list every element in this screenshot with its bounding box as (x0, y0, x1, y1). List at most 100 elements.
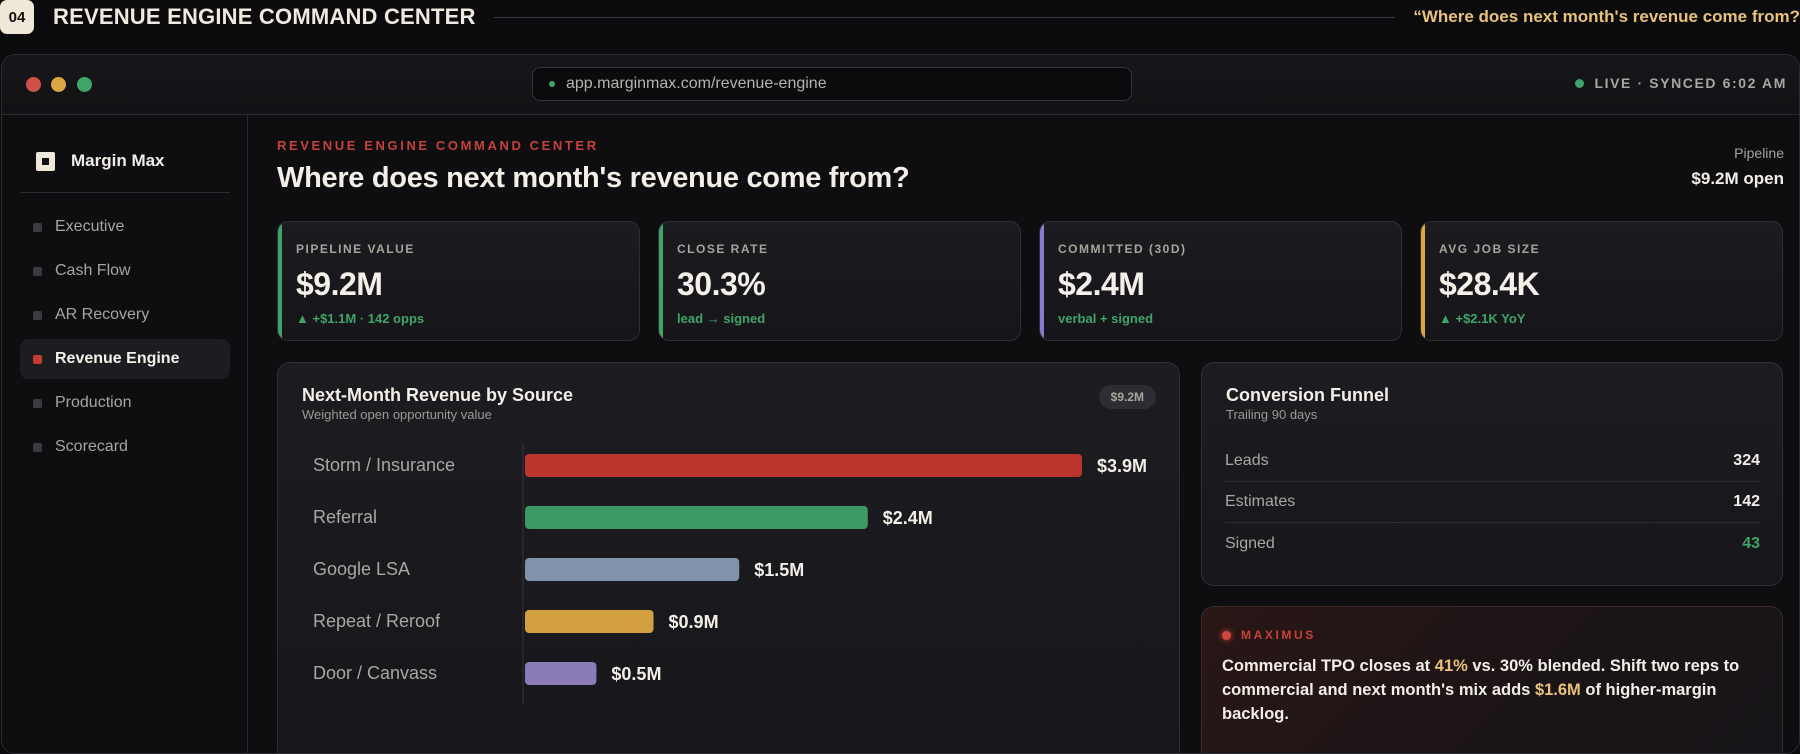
funnel-row-estimates: Estimates 142 (1225, 482, 1760, 523)
kpi-label: COMMITTED (30D) (1058, 242, 1187, 256)
nav-bullet-icon (33, 266, 42, 276)
bar-repeat-reroof[interactable] (525, 610, 654, 633)
funnel-row-leads: Leads 324 (1225, 441, 1760, 482)
insight-text-part: vs. 30% blended. Shift two reps to comme… (1222, 657, 1740, 699)
bar-value-label: $2.4M (883, 508, 933, 528)
kpi-label: PIPELINE VALUE (296, 242, 415, 256)
insight-text: Commercial TPO closes at 41% vs. 30% ble… (1222, 654, 1767, 726)
kpi-value: $9.2M (296, 266, 383, 302)
window-titlebar: app.marginmax.com/revenue-engine LIVE · … (2, 55, 1799, 115)
bar-referral[interactable] (525, 506, 868, 529)
funnel-row-label: Signed (1225, 534, 1275, 552)
kpi-card-committed[interactable]: COMMITTED (30D) $2.4M verbal + signed (1039, 221, 1402, 341)
bar-door-canvass[interactable] (525, 662, 597, 685)
banner-divider (493, 16, 1396, 18)
minimize-window-button[interactable] (51, 77, 66, 92)
kpi-accent-bar (1421, 222, 1425, 340)
conversion-funnel-card: Conversion Funnel Trailing 90 days Leads… (1201, 362, 1783, 586)
sync-status: LIVE · SYNCED 6:02 AM (1575, 75, 1787, 91)
bar-storm-insurance[interactable] (525, 454, 1082, 477)
brand[interactable]: Margin Max (36, 151, 165, 171)
funnel-title: Conversion Funnel (1226, 385, 1390, 405)
maximus-insight-card: MAXIMUS Commercial TPO closes at 41% vs.… (1201, 606, 1783, 753)
insight-highlight: 41% (1434, 657, 1468, 675)
top-banner: 04 REVENUE ENGINE COMMAND CENTER “Where … (0, 0, 1800, 34)
kpi-accent-bar (1040, 222, 1044, 340)
funnel-rows: Leads 324 Estimates 142 Signed 43 (1225, 441, 1760, 564)
insight-highlight: $1.6M (1534, 681, 1581, 699)
revenue-by-source-card: Next-Month Revenue by Source Weighted op… (277, 362, 1180, 753)
insight-text-part: of higher-margin backlog. (1222, 681, 1717, 723)
category-label: Google LSA (313, 559, 410, 579)
nav-bullet-icon (33, 354, 42, 364)
insight-source-label: MAXIMUS (1241, 628, 1316, 642)
sidebar-item-revenue-engine[interactable]: Revenue Engine (20, 339, 230, 379)
banner-title: REVENUE ENGINE COMMAND CENTER (53, 4, 476, 29)
close-window-button[interactable] (26, 77, 41, 92)
category-label: Repeat / Reroof (313, 611, 441, 631)
kpi-label: CLOSE RATE (677, 242, 769, 256)
kpi-value: 30.3% (677, 266, 766, 302)
banner-quote: “Where does next month's revenue come fr… (1413, 7, 1800, 26)
sidebar-item-cash-flow[interactable]: Cash Flow (20, 251, 230, 291)
kpi-value: $28.4K (1439, 266, 1540, 302)
kpi-delta: ▲ +$1.1M · 142 opps (296, 311, 425, 326)
funnel-row-value: 324 (1733, 452, 1760, 469)
sidebar-item-label: Executive (55, 218, 125, 235)
bar-google-lsa[interactable] (525, 558, 740, 581)
kpi-card-pipeline-value[interactable]: PIPELINE VALUE $9.2M ▲ +$1.1M · 142 opps (277, 221, 640, 341)
sidebar-item-production[interactable]: Production (20, 383, 230, 423)
maximize-window-button[interactable] (77, 77, 92, 92)
bar-value-label: $3.9M (1097, 456, 1147, 476)
slide-number-badge: 04 (0, 0, 34, 34)
funnel-row-label: Estimates (1225, 493, 1296, 510)
sync-status-text: LIVE · SYNCED 6:02 AM (1594, 75, 1787, 91)
insight-header: MAXIMUS (1222, 628, 1316, 642)
category-label: Door / Canvass (313, 663, 437, 683)
funnel-row-signed: Signed 43 (1225, 523, 1760, 564)
funnel-row-value: 43 (1742, 534, 1760, 552)
sidebar-item-scorecard[interactable]: Scorecard (20, 427, 230, 467)
sidebar-item-label: AR Recovery (55, 306, 150, 323)
revenue-bar-chart: Storm / Insurance $3.9M Referral $2.4M Googl… (313, 443, 1147, 705)
bar-value-label: $0.5M (611, 664, 661, 684)
address-bar[interactable]: app.marginmax.com/revenue-engine (532, 67, 1132, 101)
nav-bullet-icon (33, 442, 42, 452)
funnel-row-label: Leads (1225, 452, 1269, 469)
brand-logo-icon (36, 151, 55, 171)
bar-value-label: $0.9M (669, 612, 719, 632)
sidebar-divider (20, 192, 230, 193)
url-text: app.marginmax.com/revenue-engine (566, 75, 827, 92)
pipeline-label: Pipeline (1734, 145, 1784, 161)
kpi-row: PIPELINE VALUE $9.2M ▲ +$1.1M · 142 opps… (277, 221, 1783, 341)
sidebar-item-ar-recovery[interactable]: AR Recovery (20, 295, 230, 335)
kpi-label: AVG JOB SIZE (1439, 242, 1541, 256)
kpi-accent-bar (278, 222, 282, 340)
kpi-card-avg-job-size[interactable]: AVG JOB SIZE $28.4K ▲ +$2.1K YoY (1420, 221, 1783, 341)
sidebar-item-label: Scorecard (55, 438, 128, 455)
bar-value-label: $1.5M (754, 560, 804, 580)
kpi-value: $2.4M (1058, 266, 1145, 302)
kpi-delta: lead → signed (677, 311, 766, 326)
chart-subtitle: Weighted open opportunity value (302, 407, 492, 422)
kpi-delta: ▲ +$2.1K YoY (1439, 311, 1526, 326)
secure-status-icon (549, 81, 555, 87)
app-window: app.marginmax.com/revenue-engine LIVE · … (1, 54, 1800, 754)
page-eyebrow: REVENUE ENGINE COMMAND CENTER (277, 138, 599, 153)
funnel-row-value: 142 (1733, 493, 1760, 510)
live-indicator-icon (1575, 78, 1585, 88)
nav-bullet-icon (33, 310, 42, 320)
pipeline-value: $9.2M open (1691, 169, 1784, 188)
kpi-accent-bar (659, 222, 663, 340)
sidebar: Margin Max Executive Cash Flow AR Recove… (2, 115, 248, 753)
sidebar-item-label: Production (55, 394, 132, 411)
sidebar-item-label: Cash Flow (55, 262, 131, 279)
total-chip: $9.2M (1098, 385, 1156, 409)
category-label: Storm / Insurance (313, 455, 455, 475)
insight-text-part: Commercial TPO closes at (1222, 657, 1435, 675)
sidebar-item-executive[interactable]: Executive (20, 207, 230, 247)
main-content: REVENUE ENGINE COMMAND CENTER Where does… (248, 115, 1799, 753)
sidebar-item-label: Revenue Engine (55, 350, 180, 367)
kpi-card-close-rate[interactable]: CLOSE RATE 30.3% lead → signed (658, 221, 1021, 341)
category-label: Referral (313, 507, 377, 527)
